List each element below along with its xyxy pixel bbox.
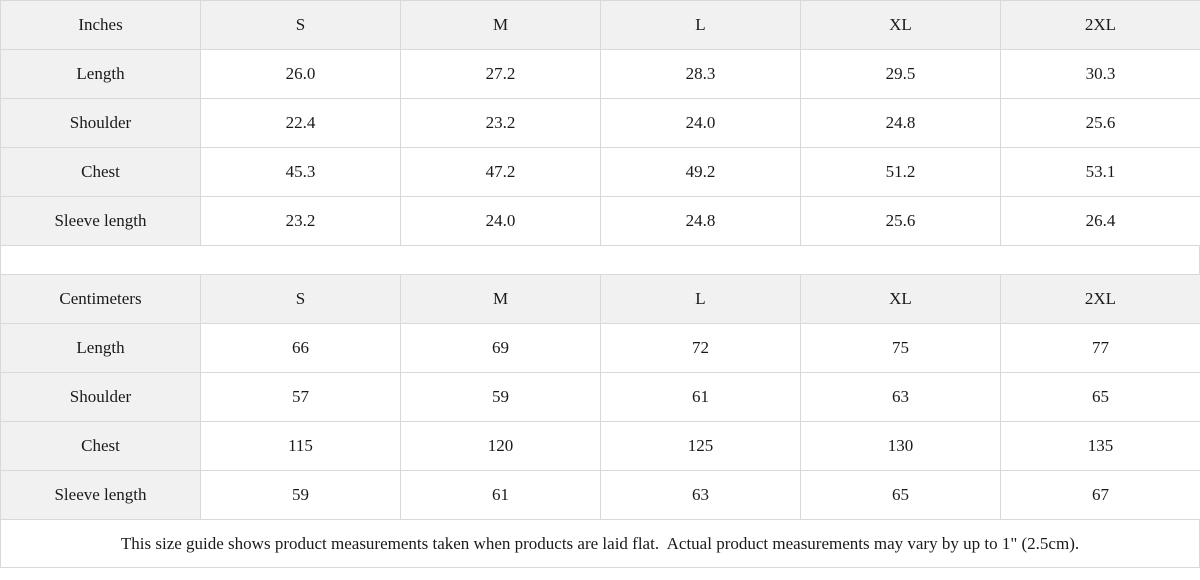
size-header-cell: 2XL xyxy=(1000,274,1200,324)
header-row: Inches S M L XL 2XL xyxy=(0,0,1200,50)
size-table-inches: Inches S M L XL 2XL Length 26.0 27.2 28.3 29.5 30.… xyxy=(0,0,1200,246)
table-row: Sleeve length 23.2 24.0 24.8 25.6 26.4 xyxy=(0,196,1200,246)
value-cell: 59 xyxy=(200,470,401,520)
value-cell: 24.8 xyxy=(800,98,1001,148)
value-cell: 25.6 xyxy=(1000,98,1200,148)
row-label-cell: Shoulder xyxy=(0,98,201,148)
value-cell: 65 xyxy=(1000,372,1200,422)
size-header-cell: XL xyxy=(800,0,1001,50)
size-header-cell: S xyxy=(200,0,401,50)
table-row: Shoulder 22.4 23.2 24.0 24.8 25.6 xyxy=(0,98,1200,148)
value-cell: 130 xyxy=(800,421,1001,471)
value-cell: 61 xyxy=(400,470,601,520)
table-spacer xyxy=(0,246,1200,274)
row-label-cell: Sleeve length xyxy=(0,196,201,246)
value-cell: 49.2 xyxy=(600,147,801,197)
row-label-cell: Length xyxy=(0,323,201,373)
value-cell: 72 xyxy=(600,323,801,373)
value-cell: 63 xyxy=(600,470,801,520)
table-row: Sleeve length 59 61 63 65 67 xyxy=(0,470,1200,520)
value-cell: 63 xyxy=(800,372,1001,422)
row-label-cell: Chest xyxy=(0,421,201,471)
table-row: Shoulder 57 59 61 63 65 xyxy=(0,372,1200,422)
size-header-cell: M xyxy=(400,0,601,50)
value-cell: 61 xyxy=(600,372,801,422)
value-cell: 23.2 xyxy=(200,196,401,246)
size-header-cell: M xyxy=(400,274,601,324)
row-label-cell: Chest xyxy=(0,147,201,197)
value-cell: 57 xyxy=(200,372,401,422)
value-cell: 53.1 xyxy=(1000,147,1200,197)
table-row: Chest 45.3 47.2 49.2 51.2 53.1 xyxy=(0,147,1200,197)
value-cell: 47.2 xyxy=(400,147,601,197)
value-cell: 28.3 xyxy=(600,49,801,99)
value-cell: 77 xyxy=(1000,323,1200,373)
value-cell: 59 xyxy=(400,372,601,422)
unit-header-cell: Inches xyxy=(0,0,201,50)
size-header-cell: L xyxy=(600,274,801,324)
value-cell: 23.2 xyxy=(400,98,601,148)
table-row: Length 26.0 27.2 28.3 29.5 30.3 xyxy=(0,49,1200,99)
table-row: Chest 115 120 125 130 135 xyxy=(0,421,1200,471)
value-cell: 22.4 xyxy=(200,98,401,148)
row-label-cell: Sleeve length xyxy=(0,470,201,520)
row-label-cell: Length xyxy=(0,49,201,99)
size-header-cell: XL xyxy=(800,274,1001,324)
value-cell: 120 xyxy=(400,421,601,471)
value-cell: 51.2 xyxy=(800,147,1001,197)
value-cell: 25.6 xyxy=(800,196,1001,246)
value-cell: 45.3 xyxy=(200,147,401,197)
value-cell: 30.3 xyxy=(1000,49,1200,99)
value-cell: 67 xyxy=(1000,470,1200,520)
size-table-centimeters: Centimeters S M L XL 2XL Length 66 69 72 75 77 Shou… xyxy=(0,274,1200,520)
value-cell: 135 xyxy=(1000,421,1200,471)
row-label-cell: Shoulder xyxy=(0,372,201,422)
value-cell: 115 xyxy=(200,421,401,471)
value-cell: 75 xyxy=(800,323,1001,373)
unit-header-cell: Centimeters xyxy=(0,274,201,324)
header-row: Centimeters S M L XL 2XL xyxy=(0,274,1200,324)
size-header-cell: S xyxy=(200,274,401,324)
size-guide-note: This size guide shows product measuremen… xyxy=(0,520,1200,568)
value-cell: 24.0 xyxy=(600,98,801,148)
value-cell: 24.0 xyxy=(400,196,601,246)
value-cell: 65 xyxy=(800,470,1001,520)
value-cell: 24.8 xyxy=(600,196,801,246)
size-header-cell: 2XL xyxy=(1000,0,1200,50)
value-cell: 29.5 xyxy=(800,49,1001,99)
value-cell: 26.4 xyxy=(1000,196,1200,246)
value-cell: 27.2 xyxy=(400,49,601,99)
value-cell: 125 xyxy=(600,421,801,471)
value-cell: 69 xyxy=(400,323,601,373)
table-row: Length 66 69 72 75 77 xyxy=(0,323,1200,373)
size-header-cell: L xyxy=(600,0,801,50)
value-cell: 66 xyxy=(200,323,401,373)
value-cell: 26.0 xyxy=(200,49,401,99)
